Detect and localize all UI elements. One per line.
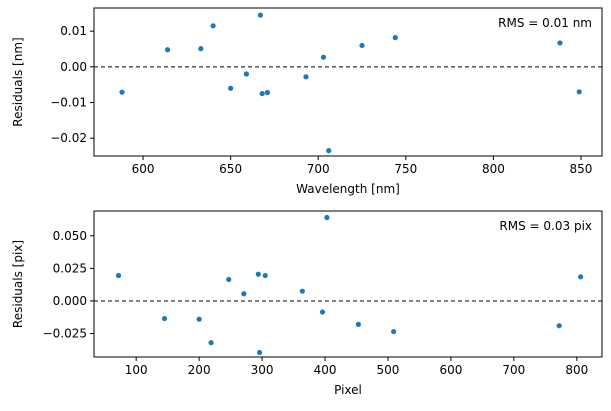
pixel-y-tick-label: 0.000 [53,294,87,308]
pixel-x-tick-label: 400 [314,363,337,377]
pixel-residual-point-2 [161,315,168,322]
pixel-x-tick-label: 800 [565,363,588,377]
pixel-residual-point-16 [577,274,584,280]
pixel-rms-annotation: RMS = 0.03 pix [499,219,592,233]
pixel-residual-points [115,214,584,356]
wavelength-residual-point-1 [119,89,125,95]
wavelength-residual-point-16 [576,89,582,95]
wavelength-y-ticks: −0.02 −0.01 0.00 0.01 [50,24,94,145]
pixel-y-axis-label: Residuals [pix] [11,240,25,328]
pixel-residual-point-10 [299,288,305,294]
pixel-x-tick-label: 500 [377,363,400,377]
wavelength-y-tick-label: 0.01 [60,24,87,38]
pixel-residual-point-13 [355,321,361,328]
wavelength-residual-point-5 [228,85,234,91]
wavelength-plot-frame [93,7,603,157]
wavelength-residual-point-15 [557,40,563,46]
wavelength-x-tick-label: 700 [307,162,330,176]
wavelength-residual-point-2 [164,47,171,53]
wavelength-y-tick-label: −0.01 [50,96,87,110]
pixel-x-tick-label: 300 [251,363,274,377]
pixel-y-ticks: −0.025 0.000 0.025 0.050 [43,229,94,341]
wavelength-x-axis-label: Wavelength [nm] [296,182,400,196]
pixel-residual-point-15 [556,323,562,329]
pixel-residual-point-4 [208,340,214,346]
wavelength-residual-point-9 [264,89,271,96]
pixel-y-tick-label: −0.025 [43,327,87,341]
pixel-plot-frame [93,210,603,358]
wavelength-x-tick-label: 600 [132,162,155,176]
wavelength-residuals-panel: 600 650 700 750 800 850 −0.02 −0.01 0.00 0.01 RM… [11,7,603,196]
pixel-residual-point-12 [324,214,330,221]
pixel-residual-point-5 [226,276,232,283]
pixel-x-tick-label: 100 [125,363,148,377]
wavelength-residual-point-11 [320,54,327,60]
pixel-residual-point-7 [255,271,261,277]
wavelength-x-tick-label: 800 [482,162,505,176]
pixel-residual-point-11 [319,309,326,315]
wavelength-rms-annotation: RMS = 0.01 nm [498,16,592,30]
wavelength-residual-point-7 [257,12,264,18]
pixel-x-ticks: 100 200 300 400 500 600 700 800 [125,357,588,377]
pixel-residual-point-14 [391,328,397,335]
wavelength-residual-point-8 [259,90,265,97]
pixel-residual-point-6 [241,291,247,297]
pixel-residual-point-3 [196,316,202,322]
wavelength-residual-point-3 [198,46,204,52]
wavelength-x-ticks: 600 650 700 750 800 850 [132,156,593,176]
pixel-x-tick-label: 700 [502,363,525,377]
wavelength-y-axis-label: Residuals [nm] [11,37,25,126]
wavelength-x-tick-label: 650 [219,162,242,176]
pixel-residuals-panel: 100 200 300 400 500 600 700 800 −0.025 0.000 0.02… [11,210,603,397]
pixel-residual-point-8 [256,349,263,356]
wavelength-residual-point-12 [326,148,332,154]
wavelength-x-tick-label: 750 [394,162,417,176]
wavelength-residual-point-4 [210,23,216,29]
pixel-y-tick-label: 0.025 [53,261,87,275]
pixel-residual-point-1 [115,272,122,279]
pixel-x-axis-label: Pixel [334,383,362,397]
pixel-y-tick-label: 0.050 [53,229,87,243]
wavelength-residual-point-13 [359,42,365,49]
wavelength-x-tick-label: 850 [570,162,593,176]
wavelength-residual-point-6 [243,71,249,77]
wavelength-residual-point-10 [303,74,309,80]
pixel-x-tick-label: 600 [439,363,462,377]
wavelength-residual-points [119,12,582,154]
pixel-x-tick-label: 200 [188,363,211,377]
wavelength-residual-point-14 [392,35,398,41]
pixel-residual-point-9 [262,272,268,279]
wavelength-y-tick-label: 0.00 [60,60,87,74]
wavelength-y-tick-label: −0.02 [50,131,87,145]
